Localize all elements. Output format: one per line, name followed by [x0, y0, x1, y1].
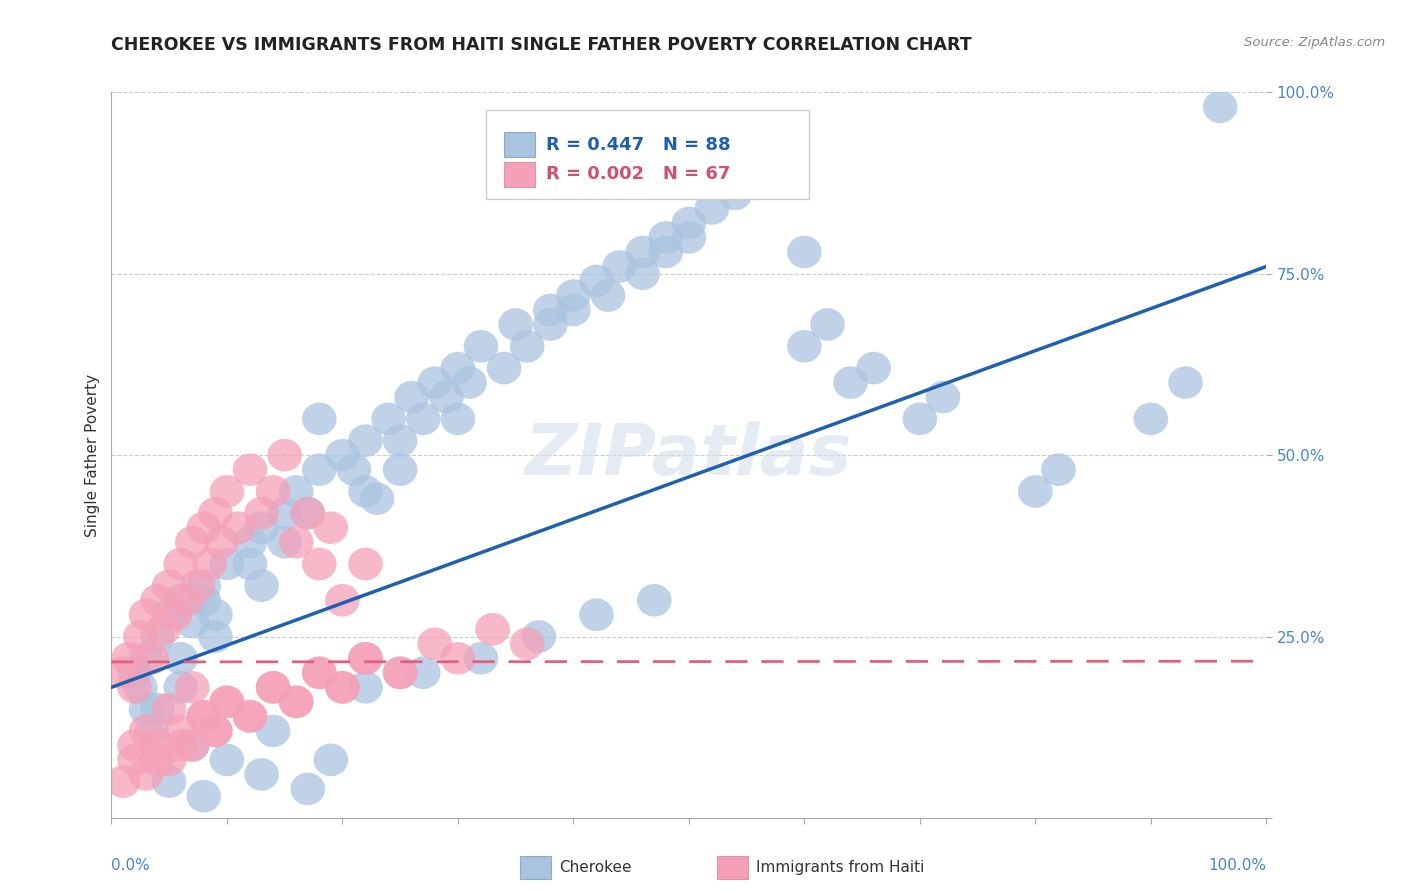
Text: 100.0%: 100.0%	[1208, 858, 1267, 872]
Text: R = 0.002   N = 67: R = 0.002 N = 67	[546, 165, 730, 184]
Text: Immigrants from Haiti: Immigrants from Haiti	[756, 860, 925, 874]
Text: Cherokee: Cherokee	[560, 860, 633, 874]
Y-axis label: Single Father Poverty: Single Father Poverty	[86, 374, 100, 537]
Text: ZIPatlas: ZIPatlas	[526, 421, 852, 490]
Text: CHEROKEE VS IMMIGRANTS FROM HAITI SINGLE FATHER POVERTY CORRELATION CHART: CHEROKEE VS IMMIGRANTS FROM HAITI SINGLE…	[111, 36, 972, 54]
Text: Source: ZipAtlas.com: Source: ZipAtlas.com	[1244, 36, 1385, 49]
Text: R = 0.447   N = 88: R = 0.447 N = 88	[546, 136, 731, 153]
Text: 0.0%: 0.0%	[111, 858, 150, 872]
